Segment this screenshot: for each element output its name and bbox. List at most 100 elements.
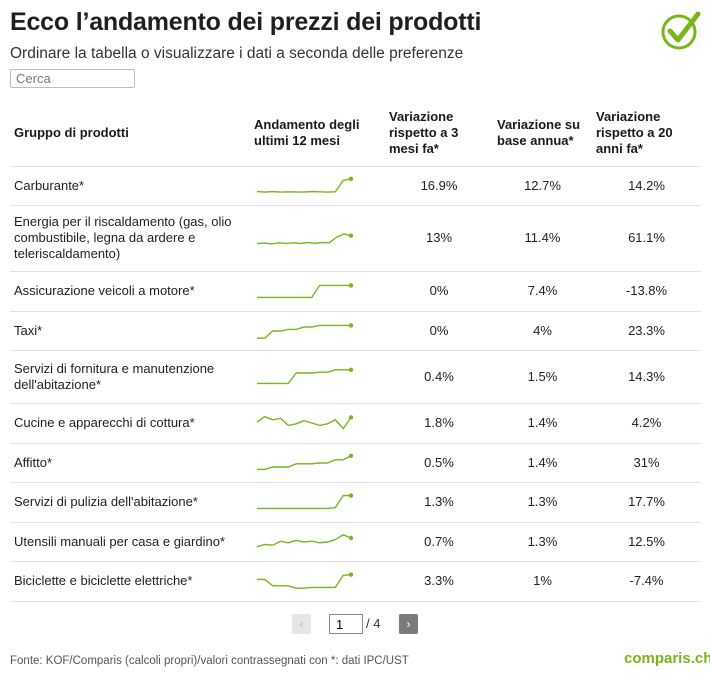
page-number-input[interactable] — [329, 614, 363, 634]
sparkline-line — [257, 494, 351, 510]
sparkline — [257, 453, 354, 470]
row-group-cell: Biciclette e biciclette elettriche* — [10, 561, 250, 602]
row-change-3m-cell: 16.9% — [385, 166, 493, 206]
row-change-year-cell: 1.4% — [493, 443, 592, 483]
table-row: Servizi di pulizia dell'abitazione* 1.3% 1… — [10, 482, 701, 523]
row-change-year-cell: 12.7% — [493, 166, 592, 206]
table-row: Assicurazione veicoli a motore* 0% 7.4% -13… — [10, 271, 701, 312]
sparkline-line — [257, 454, 352, 470]
row-change-year-cell: 1.4% — [493, 403, 592, 444]
table-row: Taxi* 0% 4% 23.3% — [10, 311, 701, 351]
sparkline — [256, 533, 354, 547]
sparkline-line — [257, 368, 351, 384]
row-change-20y-cell: -7.4% — [592, 561, 701, 602]
pagination: ‹ / 4 › — [0, 614, 710, 634]
row-change-3m-cell: 13% — [385, 205, 493, 272]
row-change-year-cell: 4% — [493, 311, 592, 351]
row-trend-cell — [250, 482, 385, 523]
sparkline-line — [257, 324, 351, 339]
checkmark-circle-icon — [661, 11, 701, 50]
row-change-3m-cell: 1.3% — [385, 482, 493, 523]
row-change-year-cell: 1.5% — [493, 350, 592, 404]
search-input[interactable] — [10, 69, 135, 88]
row-change-3m-cell: 0% — [385, 311, 493, 351]
row-change-3m-cell: 0.7% — [385, 522, 493, 562]
row-change-20y-cell: 4.2% — [592, 403, 701, 444]
row-change-20y-cell: 14.2% — [592, 166, 701, 206]
sparkline-end-point — [348, 176, 354, 181]
table-row: Affitto* 0.5% 1.4% 31% — [10, 443, 701, 483]
sparkline — [256, 233, 354, 245]
row-group-cell: Servizi di fornitura e manutenzione dell… — [10, 350, 250, 404]
sparkline-end-point — [348, 535, 354, 540]
sparkline — [257, 493, 354, 510]
row-change-year-cell: 7.4% — [493, 271, 592, 312]
column-header-change-20y[interactable]: Variazione rispetto a 20 anni fa* — [592, 102, 701, 167]
sparkline — [256, 176, 354, 193]
row-group-cell: Servizi di pulizia dell'abitazione* — [10, 482, 250, 523]
column-header-change-year[interactable]: Variazione su base annua* — [493, 102, 592, 167]
sparkline-line — [256, 177, 352, 193]
table-row: Carburante* 16.9% 12.7% 14.2% — [10, 166, 701, 206]
sparkline-end-point — [348, 367, 354, 372]
page-title: Ecco l’andamento dei prezzi dei prodotti — [10, 8, 482, 36]
prev-page-button[interactable]: ‹ — [292, 614, 311, 634]
row-trend-cell — [250, 166, 385, 206]
row-trend-cell — [250, 311, 385, 351]
row-change-20y-cell: 12.5% — [592, 522, 701, 562]
sparkline-end-point — [348, 322, 354, 328]
sparkline-end-point — [348, 572, 354, 577]
sparkline-end-point — [348, 233, 354, 238]
row-group-cell: Carburante* — [10, 166, 250, 206]
row-trend-cell — [250, 561, 385, 602]
table-row: Cucine e apparecchi di cottura* 1.8% 1.4% 4… — [10, 403, 701, 444]
sparkline — [257, 322, 354, 339]
row-group-cell: Energia per il riscaldamento (gas, olio … — [10, 205, 250, 272]
column-header-change-3m[interactable]: Variazione rispetto a 3 mesi fa* — [385, 102, 493, 167]
row-trend-cell — [250, 205, 385, 272]
sparkline-line — [256, 415, 352, 430]
sparkline-line — [257, 284, 351, 299]
page-subtitle: Ordinare la tabella o visualizzare i dat… — [10, 45, 464, 62]
table-header-row: Gruppo di prodotti Andamento degli ultim… — [10, 102, 701, 167]
row-change-3m-cell: 0.5% — [385, 443, 493, 483]
row-change-20y-cell: 23.3% — [592, 311, 701, 351]
row-change-year-cell: 1.3% — [493, 522, 592, 562]
sparkline-line — [256, 533, 352, 547]
page-total: / 4 — [366, 616, 381, 631]
row-group-cell: Cucine e apparecchi di cottura* — [10, 403, 250, 444]
sparkline — [257, 283, 354, 299]
row-group-cell: Utensili manuali per casa e giardino* — [10, 522, 250, 562]
row-trend-cell — [250, 350, 385, 404]
sparkline — [256, 415, 354, 430]
row-change-3m-cell: 3.3% — [385, 561, 493, 602]
row-change-20y-cell: 61.1% — [592, 205, 701, 272]
row-change-3m-cell: 0.4% — [385, 350, 493, 404]
row-trend-cell — [250, 443, 385, 483]
sparkline-line — [256, 233, 352, 245]
sparkline-end-point — [348, 493, 354, 498]
row-group-cell: Taxi* — [10, 311, 250, 351]
source-note: Fonte: KOF/Comparis (calcoli propri)/val… — [10, 655, 409, 667]
row-trend-cell — [250, 271, 385, 312]
next-page-button[interactable]: › — [399, 614, 418, 634]
row-change-20y-cell: 31% — [592, 443, 701, 483]
sparkline-end-point — [348, 415, 354, 420]
column-header-trend[interactable]: Andamento degli ultimi 12 mesi — [250, 102, 385, 167]
column-header-group[interactable]: Gruppo di prodotti — [10, 102, 250, 167]
brand-logo: comparis.ch — [624, 650, 710, 667]
price-table: Gruppo di prodotti Andamento degli ultim… — [10, 102, 701, 602]
row-change-20y-cell: 17.7% — [592, 482, 701, 523]
row-group-cell: Assicurazione veicoli a motore* — [10, 271, 250, 312]
row-group-cell: Affitto* — [10, 443, 250, 483]
row-change-year-cell: 11.4% — [493, 205, 592, 272]
row-change-3m-cell: 1.8% — [385, 403, 493, 444]
row-change-20y-cell: 14.3% — [592, 350, 701, 404]
row-change-3m-cell: 0% — [385, 271, 493, 312]
sparkline-line — [257, 573, 352, 589]
sparkline-end-point — [348, 453, 354, 458]
row-trend-cell — [250, 403, 385, 444]
row-trend-cell — [250, 522, 385, 562]
table-row: Biciclette e biciclette elettriche* 3.3% 1… — [10, 561, 701, 602]
table-row: Energia per il riscaldamento (gas, olio … — [10, 205, 701, 272]
